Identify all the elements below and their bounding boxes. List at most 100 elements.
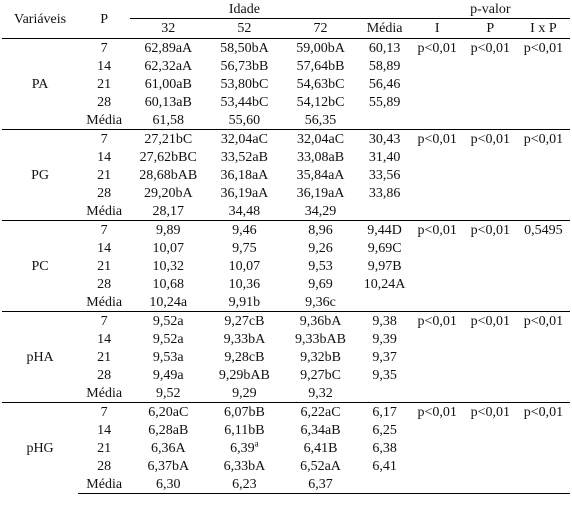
period-cell: 7 <box>78 38 131 57</box>
pvalue-blank <box>411 293 464 312</box>
media-cell: 6,25 <box>372 422 397 438</box>
age-52-value: 33,52aB <box>220 149 268 165</box>
table-row: 28 60,13aB 53,44bC 54,12bC 55,89 <box>2 93 570 111</box>
variable-name: pHA <box>2 311 79 403</box>
pvalue-p-cell: p<0,01 <box>463 311 517 330</box>
pvalue-p-cell: p<0,01 <box>463 220 517 239</box>
media-cell <box>359 202 411 221</box>
age-32-cell: 9,52 <box>156 385 181 401</box>
age-32-cell: 62,32aA <box>144 58 193 74</box>
pvalue-blank <box>411 348 464 366</box>
age-52-value: 6,39 <box>230 440 255 456</box>
age-52-value: 53,44bC <box>220 94 269 110</box>
pvalue-blank <box>464 348 517 366</box>
period-cell: 7 <box>78 129 131 148</box>
pvalue-blank <box>517 384 570 403</box>
pvalue-blank <box>517 293 570 312</box>
age-52-value: 9,29bAB <box>218 367 270 383</box>
age-72-cell: 34,29 <box>304 203 337 219</box>
age-52-value: 6,23 <box>232 476 257 492</box>
age-32-cell: 6,30 <box>130 475 207 494</box>
table-row: 28 9,49a 9,29bAB 9,27bC 9,35 <box>2 366 570 384</box>
pvalue-blank <box>517 148 570 166</box>
period-cell: 14 <box>97 331 112 347</box>
pvalue-blank <box>411 57 464 75</box>
age-52-value: 9,28cB <box>224 349 265 365</box>
media-cell: 31,40 <box>368 149 401 165</box>
age-72-cell: 9,33bAB <box>295 331 346 347</box>
age-72-cell: 9,32 <box>308 385 333 401</box>
pvalue-blank <box>517 202 570 221</box>
table-row: Média 6,30 6,23 6,37 <box>2 475 570 494</box>
age-52-cell: 6,39a <box>206 438 282 457</box>
pvalue-blank <box>517 93 570 111</box>
age-72-cell: 9,36c <box>305 294 336 310</box>
age-52-cell: 6,11bB <box>206 421 282 439</box>
pvalue-blank <box>464 293 517 312</box>
period-cell: Média <box>86 203 123 219</box>
age-72-cell: 54,63bC <box>296 76 345 92</box>
period-cell: 21 <box>97 76 112 92</box>
media-cell: 9,37 <box>372 349 397 365</box>
age-72-cell: 59,00bA <box>282 38 359 57</box>
age-52-cell: 58,50bA <box>206 38 283 57</box>
variable-name: pHG <box>2 402 79 494</box>
header-row-sub: 32 52 72 Média I P I x P <box>2 18 570 39</box>
media-cell: 58,89 <box>368 58 401 74</box>
period-cell: 14 <box>97 58 112 74</box>
period-cell: 28 <box>97 276 112 292</box>
pvalue-blank <box>517 184 570 202</box>
pvalue-blank <box>517 439 570 457</box>
age-72-cell: 36,19aA <box>296 185 345 201</box>
pvalue-blank <box>464 330 517 348</box>
header-pvalor: p-valor <box>470 2 511 17</box>
pvalue-ixp-cell: p<0,01 <box>516 38 570 57</box>
period-cell: 7 <box>78 402 131 421</box>
age-32-cell: 27,21bC <box>130 129 207 148</box>
age-72-cell: 35,84aA <box>296 167 345 183</box>
age-32-cell: 9,49a <box>152 367 184 383</box>
age-32-cell: 10,32 <box>152 258 185 274</box>
period-cell: Média <box>86 112 123 128</box>
period-cell: 14 <box>97 149 112 165</box>
pvalue-blank <box>411 366 464 384</box>
age-52-cell: 9,29bAB <box>206 366 282 384</box>
age-52-value: 34,48 <box>228 203 261 219</box>
age-32-cell: 61,58 <box>152 112 185 128</box>
pvalue-blank <box>464 148 517 166</box>
media-cell: 55,89 <box>368 94 401 110</box>
header-idade: Idade <box>228 2 260 17</box>
age-52-value: 58,50bA <box>220 40 269 56</box>
age-72-cell: 9,36bA <box>282 311 359 330</box>
age-52-value: 9,91b <box>228 294 261 310</box>
header-col-i: I <box>410 18 464 39</box>
media-cell: 6,41 <box>372 458 397 474</box>
age-32-cell: 10,07 <box>152 240 185 256</box>
table-row: 21 28,68bAB 36,18aA 35,84aA 33,56 <box>2 166 570 184</box>
age-52-value: 6,33bA <box>223 458 266 474</box>
pvalue-blank <box>464 184 517 202</box>
pvalue-blank <box>411 421 464 439</box>
age-32-cell: 6,36A <box>150 440 186 456</box>
pvalue-blank <box>464 239 517 257</box>
period-cell: 21 <box>97 167 112 183</box>
pvalue-ixp-cell: p<0,01 <box>516 129 570 148</box>
age-52-cell: 6,23 <box>206 475 283 494</box>
age-52-value: 10,07 <box>228 258 261 274</box>
header-row-top: Variáveis P Idade p-valor <box>2 1 570 39</box>
age-72-cell: 9,69 <box>308 276 333 292</box>
pvalue-blank <box>411 330 464 348</box>
age-52-cell: 9,28cB <box>206 348 282 366</box>
media-cell: 60,13 <box>358 38 411 57</box>
age-32-cell: 29,20bA <box>143 185 193 201</box>
pvalue-blank <box>464 384 517 403</box>
age-52-value: 9,46 <box>232 222 257 238</box>
age-52-value: 36,18aA <box>220 167 269 183</box>
pvalue-blank <box>411 111 464 130</box>
age-32-cell: 9,89 <box>130 220 207 239</box>
age-52-value: 6,11bB <box>224 422 265 438</box>
pvalue-p-cell: p<0,01 <box>463 38 517 57</box>
age-32-cell: 28,68bAB <box>139 167 198 183</box>
age-72-cell: 9,27bC <box>300 367 341 383</box>
age-52-cell: 9,46 <box>206 220 283 239</box>
